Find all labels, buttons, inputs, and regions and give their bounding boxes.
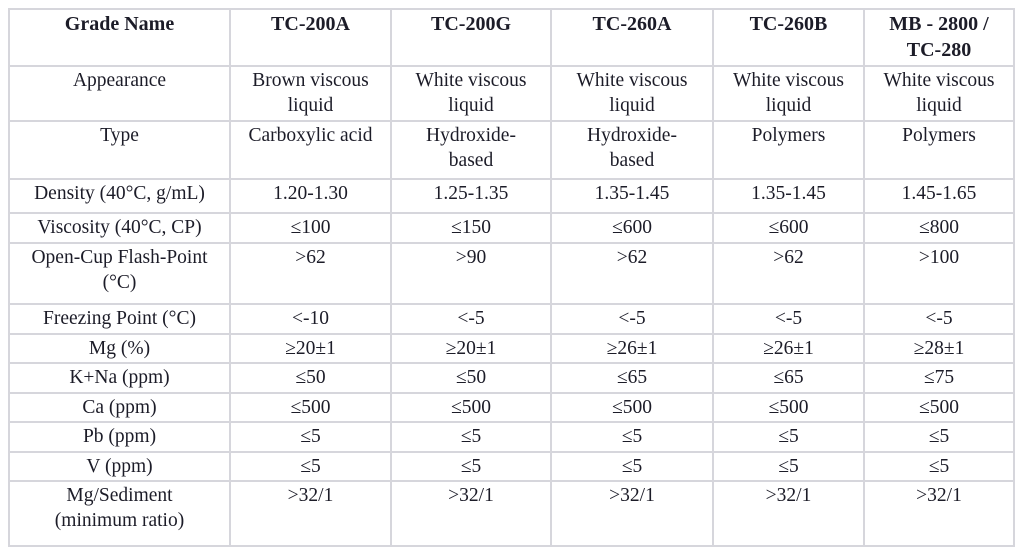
header-cell-grade: TC-260B [712,8,865,67]
table-body: Appearance Brown viscous liquid White visc… [8,65,1015,547]
table-row: Open-Cup Flash-Point (°C) >62 >90 >62 >62 >10… [8,242,1015,305]
value-cell: ≤5 [712,451,865,482]
value-cell: Carboxylic acid [229,120,392,180]
table-row: Viscosity (40°C, CP) ≤100 ≤150 ≤600 ≤600 ≤800 [8,212,1015,244]
value-cell: >62 [550,242,714,305]
value-cell: >100 [863,242,1015,305]
value-cell: ≤500 [712,392,865,423]
row-label: K+Na (ppm) [8,362,231,394]
value-cell: ≤5 [550,421,714,453]
value-cell: ≤100 [229,212,392,244]
table-row: Appearance Brown viscous liquid White visc… [8,65,1015,122]
value-cell: ≤5 [229,451,392,482]
value-cell: ≤50 [390,362,552,394]
value-cell: ≤5 [712,421,865,453]
value-cell: ≤150 [390,212,552,244]
value-cell: ≤65 [712,362,865,394]
value-cell: 1.35-1.45 [712,178,865,214]
value-cell: Brown viscous liquid [229,65,392,122]
value-cell: <-5 [550,303,714,335]
value-cell: ≤5 [390,421,552,453]
value-cell: Hydroxide- based [390,120,552,180]
value-cell: >32/1 [229,480,392,547]
value-cell: ≤500 [390,392,552,423]
row-label: Ca (ppm) [8,392,231,423]
header-cell-grade-name: Grade Name [8,8,231,67]
value-cell: >32/1 [390,480,552,547]
value-cell: ≤5 [863,451,1015,482]
row-label: Freezing Point (°C) [8,303,231,335]
value-cell: 1.20-1.30 [229,178,392,214]
value-cell: ≥26±1 [712,333,865,364]
value-cell: 1.35-1.45 [550,178,714,214]
value-cell: Polymers [712,120,865,180]
value-cell: >32/1 [863,480,1015,547]
value-cell: ≥20±1 [390,333,552,364]
value-cell: ≥28±1 [863,333,1015,364]
header-row: Grade Name TC-200A TC-200G TC-260A TC-260B MB… [8,8,1015,67]
table-row: Ca (ppm) ≤500 ≤500 ≤500 ≤500 ≤500 [8,392,1015,423]
value-cell: Hydroxide- based [550,120,714,180]
value-cell: 1.25-1.35 [390,178,552,214]
row-label: Mg (%) [8,333,231,364]
value-cell: ≤50 [229,362,392,394]
value-cell: ≤65 [550,362,714,394]
value-cell: ≤5 [390,451,552,482]
value-cell: 1.45-1.65 [863,178,1015,214]
row-label: Viscosity (40°C, CP) [8,212,231,244]
header-cell-grade: MB - 2800 / TC-280 [863,8,1015,67]
value-cell: ≤500 [550,392,714,423]
value-cell: Polymers [863,120,1015,180]
value-cell: ≤800 [863,212,1015,244]
value-cell: ≥20±1 [229,333,392,364]
row-label: Pb (ppm) [8,421,231,453]
row-label: Type [8,120,231,180]
value-cell: White viscous liquid [863,65,1015,122]
value-cell: ≤5 [229,421,392,453]
value-cell: <-10 [229,303,392,335]
row-label: Appearance [8,65,231,122]
header-cell-grade: TC-200A [229,8,392,67]
table-row: Type Carboxylic acid Hydroxide- based Hydro… [8,120,1015,180]
table-row: Density (40°C, g/mL) 1.20-1.30 1.25-1.35 1.… [8,178,1015,214]
value-cell: <-5 [863,303,1015,335]
value-cell: <-5 [712,303,865,335]
value-cell: >62 [229,242,392,305]
value-cell: ≤600 [550,212,714,244]
value-cell: >32/1 [550,480,714,547]
row-label: Mg/Sediment (minimum ratio) [8,480,231,547]
value-cell: ≤500 [229,392,392,423]
value-cell: White viscous liquid [550,65,714,122]
value-cell: <-5 [390,303,552,335]
value-cell: >62 [712,242,865,305]
spec-table: Grade Name TC-200A TC-200G TC-260A TC-260B MB… [8,8,1015,547]
row-label: Open-Cup Flash-Point (°C) [8,242,231,305]
value-cell: White viscous liquid [390,65,552,122]
value-cell: ≥26±1 [550,333,714,364]
table-row: Mg (%) ≥20±1 ≥20±1 ≥26±1 ≥26±1 ≥28±1 [8,333,1015,364]
header-cell-grade: TC-260A [550,8,714,67]
table-row: Freezing Point (°C) <-10 <-5 <-5 <-5 <-5 [8,303,1015,335]
value-cell: ≤5 [863,421,1015,453]
table-row: Pb (ppm) ≤5 ≤5 ≤5 ≤5 ≤5 [8,421,1015,453]
header-cell-grade: TC-200G [390,8,552,67]
value-cell: ≤5 [550,451,714,482]
value-cell: ≤500 [863,392,1015,423]
table-row: Mg/Sediment (minimum ratio) >32/1 >32/1 >32… [8,480,1015,547]
row-label: V (ppm) [8,451,231,482]
value-cell: >90 [390,242,552,305]
value-cell: ≤75 [863,362,1015,394]
row-label: Density (40°C, g/mL) [8,178,231,214]
value-cell: ≤600 [712,212,865,244]
table-row: K+Na (ppm) ≤50 ≤50 ≤65 ≤65 ≤75 [8,362,1015,394]
value-cell: >32/1 [712,480,865,547]
value-cell: White viscous liquid [712,65,865,122]
table-row: V (ppm) ≤5 ≤5 ≤5 ≤5 ≤5 [8,451,1015,482]
